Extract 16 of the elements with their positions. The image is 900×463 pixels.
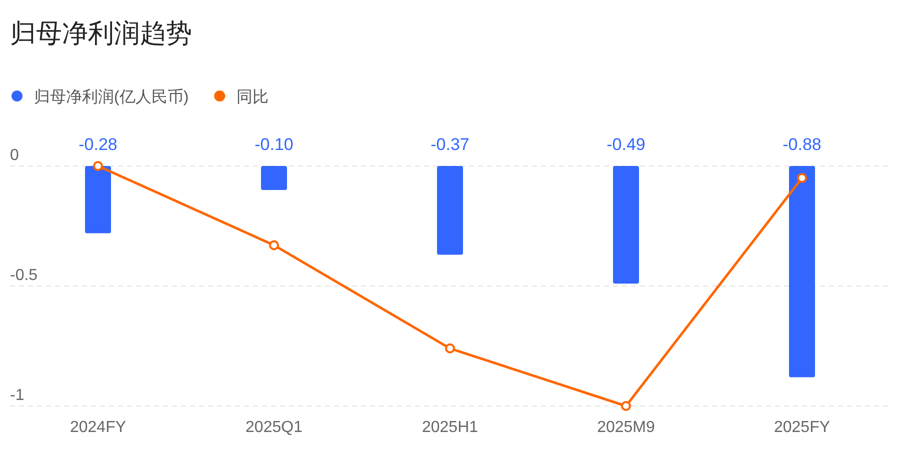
legend-label: 归母净利润(亿人民币) [34, 88, 189, 106]
y-tick-label: -1 [10, 387, 24, 404]
chart-title: 归母净利润趋势 [10, 18, 192, 48]
y-tick-label: -0.5 [10, 267, 38, 284]
data-label: -0.49 [606, 135, 646, 154]
data-label: -0.37 [430, 135, 470, 154]
y-tick-label: 0 [10, 147, 19, 164]
x-tick-label: 2024FY [70, 419, 126, 436]
x-tick-label: 2025M9 [597, 419, 656, 436]
data-label: -0.88 [782, 135, 822, 154]
x-tick-label: 2025H1 [422, 419, 478, 436]
x-tick-label: 2025FY [774, 419, 830, 436]
data-label: -0.28 [78, 135, 118, 154]
legend-label: 同比 [236, 88, 269, 106]
data-label: -0.10 [254, 135, 294, 154]
x-tick-label: 2025Q1 [246, 419, 303, 436]
